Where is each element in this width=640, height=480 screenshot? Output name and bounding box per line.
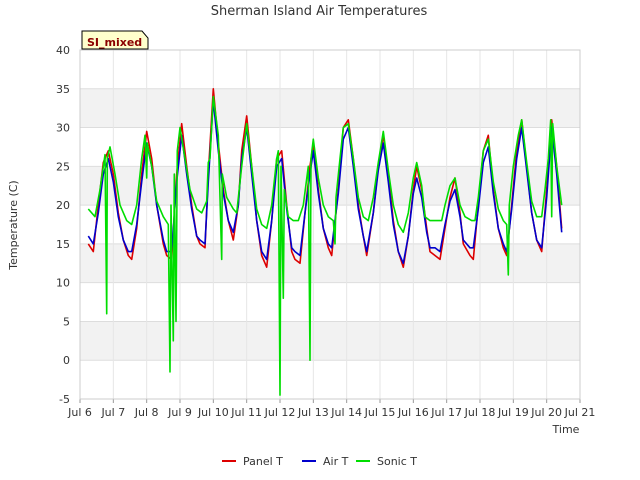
band — [80, 360, 580, 399]
badge-label: SI_mixed — [87, 36, 142, 49]
x-tick-label: Jul 21 — [564, 406, 596, 419]
series-line-sonic-t — [87, 95, 563, 396]
series-lines — [87, 88, 563, 396]
legend-label: Panel T — [243, 455, 283, 468]
x-tick-label: Jul 16 — [397, 406, 429, 419]
y-axis-label: Temperature (C) — [7, 180, 20, 270]
y-tick-label: 40 — [56, 44, 70, 57]
y-tick-label: 5 — [63, 315, 70, 328]
x-axis-ticks: Jul 6 Jul 7 Jul 8 Jul 9 Jul 10 Jul 11 Jul 12 Ju… — [67, 399, 595, 419]
y-tick-label: 25 — [56, 160, 70, 173]
band — [80, 282, 580, 322]
y-tick-label: 0 — [63, 354, 70, 367]
y-axis-ticks: -5 0 5 10 15 20 25 30 35 40 — [56, 44, 70, 406]
chart-title: Sherman Island Air Temperatures — [211, 4, 428, 19]
x-tick-label: Jul 10 — [197, 406, 229, 419]
y-tick-label: 35 — [56, 83, 70, 96]
badge: SI_mixed — [81, 30, 149, 50]
x-tick-label: Jul 19 — [497, 406, 529, 419]
band — [80, 50, 580, 89]
legend-label: Sonic T — [377, 455, 417, 468]
x-tick-label: Jul 11 — [230, 406, 262, 419]
y-tick-label: 30 — [56, 122, 70, 135]
background-bands — [80, 50, 580, 399]
x-tick-label: Jul 8 — [134, 406, 159, 419]
band — [80, 321, 580, 361]
y-tick-label: -5 — [59, 393, 70, 406]
x-tick-label: Jul 17 — [430, 406, 462, 419]
x-tick-label: Jul 9 — [167, 406, 192, 419]
x-tick-label: Jul 12 — [264, 406, 296, 419]
legend: Panel T Air T Sonic T — [222, 455, 417, 468]
x-tick-label: Jul 7 — [100, 406, 125, 419]
band — [80, 127, 580, 167]
x-axis-label: Time — [552, 423, 580, 436]
legend-label: Air T — [323, 455, 349, 468]
x-tick-label: Jul 13 — [297, 406, 329, 419]
x-tick-label: Jul 6 — [67, 406, 92, 419]
y-tick-label: 10 — [56, 277, 70, 290]
x-tick-label: Jul 18 — [464, 406, 496, 419]
badge-box — [81, 30, 149, 50]
x-tick-label: Jul 14 — [330, 406, 362, 419]
y-tick-label: 15 — [56, 238, 70, 251]
band — [80, 88, 580, 128]
plot-frame — [79, 49, 581, 400]
x-tick-label: Jul 15 — [364, 406, 396, 419]
y-tick-label: 20 — [56, 199, 70, 212]
x-tick-label: Jul 20 — [530, 406, 562, 419]
band — [80, 205, 580, 244]
